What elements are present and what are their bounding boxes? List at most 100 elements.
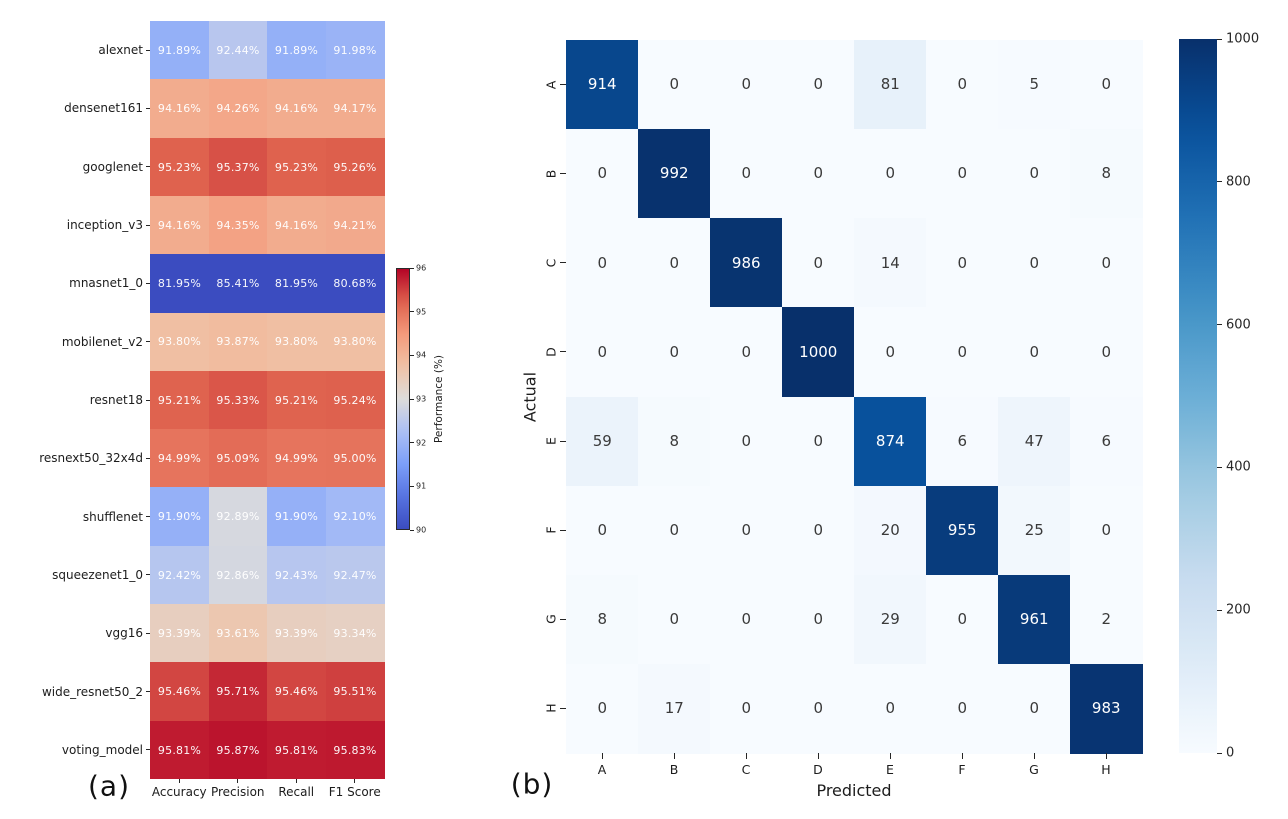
heatmap-cell-value: 93.39%: [157, 626, 202, 640]
heatmap-cell-value: 91.90%: [274, 510, 319, 524]
confusion-cell-value: 0: [813, 610, 824, 629]
heatmap-cell: 93.39%: [267, 604, 326, 663]
confusion-cell-value: 0: [741, 164, 752, 183]
heatmap-cell: 92.47%: [325, 545, 385, 605]
confusion-cell-value: 5: [1029, 75, 1040, 94]
confusion-cell-value: 983: [1091, 699, 1121, 718]
colorbar-tick-label: 96: [416, 263, 427, 273]
heatmap-cell-value: 93.61%: [216, 626, 260, 640]
heatmap-cell: 95.87%: [208, 720, 268, 780]
confusion-cell-value: 0: [957, 342, 968, 361]
confusion-cell: 0: [710, 307, 783, 397]
row-label: shufflenet: [82, 509, 143, 524]
matrix-column-label: G: [1029, 762, 1039, 777]
heatmap-cell: 95.83%: [325, 720, 385, 780]
heatmap-cell-value: 91.89%: [157, 43, 202, 57]
confusion-cell: 6: [1070, 396, 1143, 487]
confusion-cell-value: 955: [947, 520, 977, 539]
heatmap-cell-value: 92.47%: [333, 568, 377, 582]
heatmap-cell: 91.98%: [325, 21, 385, 80]
confusion-cell: 0: [782, 396, 855, 487]
heatmap-cell-value: 93.87%: [216, 335, 260, 349]
colorbar-tick: [1217, 324, 1222, 326]
confusion-cell: 0: [782, 40, 855, 130]
heatmap-cell-value: 93.34%: [333, 626, 377, 640]
confusion-cell: 0: [1070, 40, 1143, 130]
y-axis-tick: [560, 351, 566, 353]
y-axis-tick: [146, 49, 150, 51]
y-axis-tick: [146, 282, 150, 284]
confusion-cell: 0: [998, 307, 1071, 397]
x-axis-tick: [745, 753, 747, 759]
confusion-cell: 0: [998, 218, 1071, 308]
colorbar-tick: [1217, 38, 1222, 40]
heatmap-cell: 94.26%: [208, 79, 268, 139]
confusion-cell: 0: [710, 574, 783, 665]
confusion-cell: 874: [854, 396, 927, 487]
heatmap-cell-value: 92.10%: [333, 510, 377, 524]
heatmap-cell: 95.24%: [325, 370, 385, 430]
heatmap-cell: 92.89%: [208, 487, 268, 547]
y-axis-tick: [560, 529, 566, 531]
confusion-cell-value: 0: [741, 610, 752, 629]
confusion-cell-value: 0: [1101, 342, 1112, 361]
heatmap-cell-value: 94.99%: [157, 452, 202, 466]
heatmap-cell: 95.81%: [267, 720, 326, 780]
heatmap-cell-value: 91.90%: [157, 510, 202, 524]
heatmap-cell-value: 94.17%: [333, 102, 377, 116]
confusion-cell: 8: [1070, 129, 1143, 219]
confusion-cell-value: 0: [741, 520, 752, 539]
heatmap-cell-value: 95.46%: [274, 685, 319, 699]
heatmap-cell: 95.09%: [208, 429, 268, 488]
colorbar-tick: [410, 485, 414, 487]
confusion-cell-value: 0: [669, 253, 680, 272]
x-axis-tick: [601, 753, 603, 759]
y-axis-tick: [560, 618, 566, 620]
heatmap-cell-value: 95.87%: [216, 743, 260, 757]
confusion-cell: 983: [1070, 663, 1143, 754]
x-axis-tick: [178, 779, 180, 783]
confusion-cell-value: 0: [957, 75, 968, 94]
confusion-cell: 955: [926, 485, 999, 576]
heatmap-cell: 80.68%: [325, 254, 385, 314]
matrix-row-label-text: F: [543, 526, 559, 534]
confusion-cell-value: 81: [880, 75, 900, 94]
confusion-cell: 0: [926, 129, 999, 219]
heatmap-cell-value: 81.95%: [157, 277, 202, 291]
confusion-cell: 47: [998, 396, 1071, 487]
x-axis-title: Predicted: [816, 781, 892, 800]
colorbar-tick-label: 600: [1226, 317, 1251, 333]
colorbar-tick: [1217, 181, 1222, 183]
y-axis-tick: [146, 632, 150, 634]
matrix-column-label: E: [886, 762, 894, 777]
y-axis-tick: [560, 173, 566, 175]
heatmap-cell: 95.23%: [267, 137, 326, 197]
performance-colorbar-title-text: Performance (%): [433, 354, 445, 444]
confusion-cell-value: 0: [1029, 342, 1040, 361]
heatmap-cell: 91.90%: [267, 487, 326, 547]
heatmap-cell-value: 94.35%: [216, 218, 260, 232]
confusion-cell: 0: [782, 129, 855, 219]
heatmap-cell: 95.46%: [150, 662, 209, 722]
confusion-cell-value: 1000: [799, 342, 838, 361]
heatmap-cell-value: 92.43%: [274, 568, 319, 582]
heatmap-cell-value: 95.51%: [333, 685, 377, 699]
heatmap-cell: 92.86%: [208, 545, 268, 605]
confusion-cell-value: 0: [1101, 520, 1112, 539]
confusion-cell: 0: [1070, 218, 1143, 308]
heatmap-cell: 81.95%: [267, 254, 326, 314]
confusion-cell: 1000: [782, 307, 855, 397]
heatmap-cell: 95.46%: [267, 662, 326, 722]
colorbar-tick-label: 1000: [1226, 31, 1260, 47]
confusion-cell-value: 914: [587, 75, 617, 94]
y-axis-tick: [146, 399, 150, 401]
confusion-cell-value: 0: [669, 75, 680, 94]
heatmap-cell: 94.16%: [267, 79, 326, 139]
heatmap-cell-value: 95.00%: [333, 452, 377, 466]
confusion-cell-value: 0: [741, 75, 752, 94]
heatmap-cell-value: 95.81%: [274, 743, 319, 757]
confusion-cell-value: 0: [957, 610, 968, 629]
heatmap-cell-value: 93.80%: [333, 335, 377, 349]
y-axis-tick: [146, 107, 150, 109]
